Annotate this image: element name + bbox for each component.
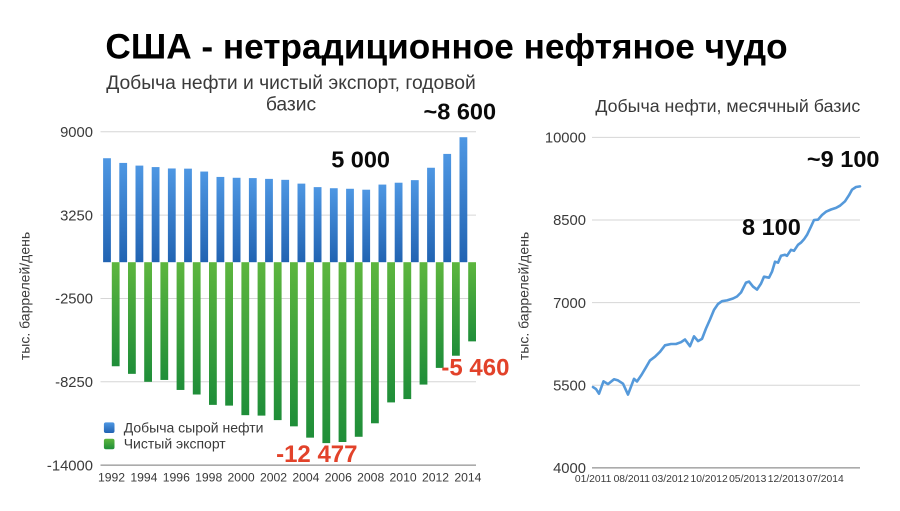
svg-text:-12 477: -12 477 bbox=[276, 441, 357, 468]
svg-text:12/2013: 12/2013 bbox=[768, 474, 805, 485]
svg-text:4000: 4000 bbox=[553, 461, 586, 477]
svg-text:8500: 8500 bbox=[553, 213, 586, 229]
svg-text:2014: 2014 bbox=[454, 471, 481, 485]
svg-text:01/2011: 01/2011 bbox=[575, 474, 612, 485]
svg-text:1992: 1992 bbox=[98, 471, 125, 485]
svg-text:2008: 2008 bbox=[357, 471, 384, 485]
svg-text:7000: 7000 bbox=[553, 296, 586, 312]
svg-text:05/2013: 05/2013 bbox=[729, 474, 766, 485]
svg-text:2010: 2010 bbox=[390, 471, 417, 485]
svg-text:1994: 1994 bbox=[130, 471, 157, 485]
svg-text:8 100: 8 100 bbox=[742, 214, 801, 240]
svg-text:-5 460: -5 460 bbox=[441, 355, 509, 382]
svg-text:тыс. баррелей/день: тыс. баррелей/день bbox=[516, 232, 532, 360]
svg-text:Чистый экспорт: Чистый экспорт bbox=[124, 436, 227, 452]
svg-text:-14000: -14000 bbox=[47, 458, 93, 474]
svg-text:2006: 2006 bbox=[325, 471, 352, 485]
svg-text:2012: 2012 bbox=[422, 471, 449, 485]
svg-text:08/2011: 08/2011 bbox=[614, 474, 651, 485]
svg-text:03/2012: 03/2012 bbox=[652, 474, 689, 485]
svg-text:1998: 1998 bbox=[195, 471, 222, 485]
svg-text:Добыча нефти, месячный базис: Добыча нефти, месячный базис bbox=[595, 96, 860, 116]
svg-text:10/2012: 10/2012 bbox=[690, 474, 727, 485]
svg-text:-2500: -2500 bbox=[55, 292, 93, 308]
svg-text:2002: 2002 bbox=[260, 471, 287, 485]
svg-text:США - нетрадиционное нефтяное: США - нетрадиционное нефтяное чудо bbox=[105, 28, 787, 67]
svg-text:~8 600: ~8 600 bbox=[424, 99, 497, 125]
svg-text:2000: 2000 bbox=[228, 471, 255, 485]
svg-text:~9 100: ~9 100 bbox=[807, 146, 880, 172]
svg-text:-8250: -8250 bbox=[55, 375, 93, 391]
svg-text:1996: 1996 bbox=[163, 471, 190, 485]
svg-text:Добыча нефти и чистый экспорт,: Добыча нефти и чистый экспорт, годовой bbox=[106, 73, 476, 94]
svg-text:07/2014: 07/2014 bbox=[806, 474, 843, 485]
svg-text:Добыча сырой нефти: Добыча сырой нефти bbox=[124, 419, 264, 435]
svg-text:5500: 5500 bbox=[553, 378, 586, 394]
svg-text:базис: базис bbox=[266, 95, 317, 116]
svg-text:2004: 2004 bbox=[292, 471, 319, 485]
svg-text:5 000: 5 000 bbox=[331, 147, 390, 173]
svg-text:10000: 10000 bbox=[545, 131, 586, 147]
svg-text:9000: 9000 bbox=[60, 125, 93, 141]
svg-text:3250: 3250 bbox=[60, 208, 93, 224]
svg-text:тыс. баррелей/день: тыс. баррелей/день bbox=[17, 232, 33, 360]
